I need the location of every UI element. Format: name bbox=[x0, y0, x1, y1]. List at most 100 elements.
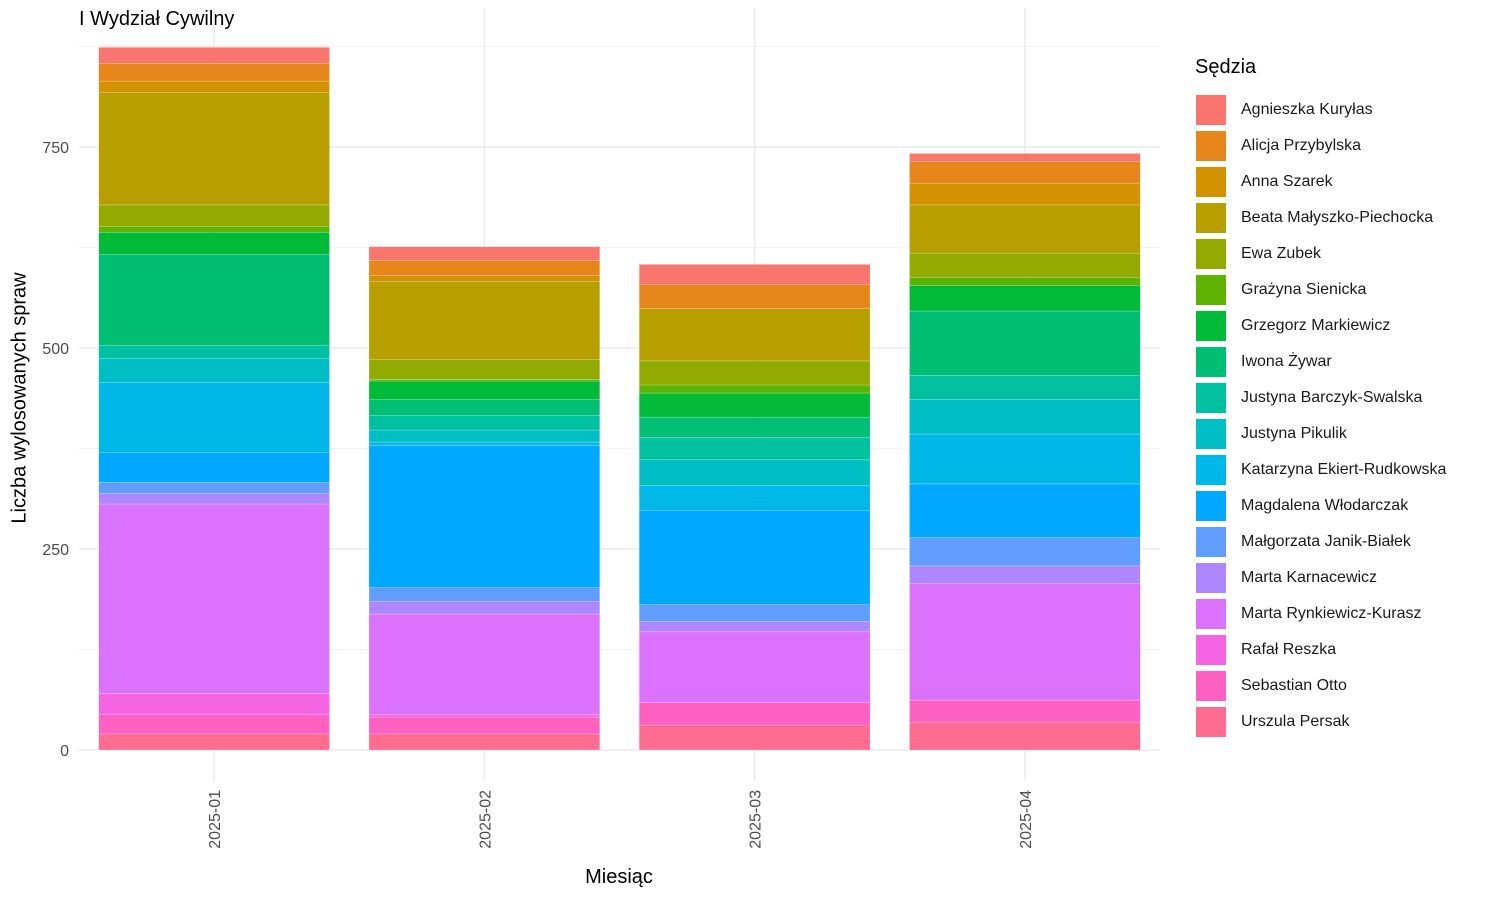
bar-segment bbox=[368, 275, 601, 282]
y-tick-label: 0 bbox=[60, 743, 69, 760]
bar-segment bbox=[98, 92, 330, 206]
legend-item: Iwona Żywar bbox=[1195, 344, 1446, 380]
bar-segment bbox=[909, 284, 1141, 312]
bar-segment bbox=[638, 702, 871, 726]
bar-segment bbox=[368, 280, 601, 360]
x-tick-label: 2025-01 bbox=[207, 790, 224, 849]
legend-label: Urszula Persak bbox=[1241, 713, 1350, 730]
bar-segment bbox=[368, 415, 601, 431]
x-tick-label: 2025-03 bbox=[748, 790, 765, 849]
bar-segment bbox=[98, 254, 330, 346]
legend-swatch bbox=[1195, 346, 1227, 378]
bar-segment bbox=[98, 358, 330, 383]
legend-swatch bbox=[1195, 166, 1227, 198]
legend-swatch bbox=[1195, 94, 1227, 126]
legend-swatch bbox=[1195, 526, 1227, 558]
bar-segment bbox=[638, 360, 871, 386]
y-axis-label: Liczba wylosowanych spraw bbox=[8, 272, 31, 524]
bar-segment bbox=[638, 416, 871, 438]
bar-segment bbox=[98, 693, 330, 715]
y-tick-label: 250 bbox=[42, 542, 69, 559]
bar-segment bbox=[368, 429, 601, 443]
legend-item: Sebastian Otto bbox=[1195, 668, 1446, 704]
bar-segment bbox=[368, 380, 601, 400]
legend-item: Alicja Przybylska bbox=[1195, 128, 1446, 164]
legend-swatch bbox=[1195, 706, 1227, 738]
legend-label: Beata Małyszko-Piechocka bbox=[1241, 209, 1434, 226]
bar-segment bbox=[98, 714, 330, 735]
legend-swatch bbox=[1195, 454, 1227, 486]
bar-segment bbox=[909, 583, 1141, 701]
bar-segment bbox=[638, 631, 871, 703]
bar-segment bbox=[98, 493, 330, 505]
legend-label: Rafał Reszka bbox=[1241, 641, 1337, 658]
bar-segment bbox=[98, 63, 330, 82]
legend-swatch bbox=[1195, 562, 1227, 594]
legend-item: Grzegorz Markiewicz bbox=[1195, 308, 1446, 344]
legend-item: Grażyna Sienicka bbox=[1195, 272, 1446, 308]
bar-segment bbox=[909, 483, 1141, 539]
bar-segment bbox=[368, 399, 601, 416]
legend-item: Magdalena Włodarczak bbox=[1195, 488, 1446, 524]
bar-segment bbox=[909, 252, 1141, 278]
bar-segment bbox=[98, 80, 330, 93]
legend-item: Małgorzata Janik-Białek bbox=[1195, 524, 1446, 560]
legend-label: Grażyna Sienicka bbox=[1241, 281, 1367, 298]
bar-segment bbox=[909, 153, 1141, 162]
bar-segment bbox=[638, 724, 871, 751]
legend-label: Grzegorz Markiewicz bbox=[1241, 317, 1391, 334]
legend-swatch bbox=[1195, 634, 1227, 666]
legend-item: Justyna Pikulik bbox=[1195, 416, 1446, 452]
bar-segment bbox=[909, 276, 1141, 286]
legend-swatch bbox=[1195, 310, 1227, 342]
legend-item: Marta Karnacewicz bbox=[1195, 560, 1446, 596]
legend-item: Ewa Zubek bbox=[1195, 236, 1446, 272]
bar-segment bbox=[638, 621, 871, 633]
bar-segment bbox=[909, 310, 1141, 376]
legend-label: Magdalena Włodarczak bbox=[1241, 497, 1409, 514]
bar-segment bbox=[98, 382, 330, 453]
legend-swatch bbox=[1195, 382, 1227, 414]
bar-segment bbox=[368, 246, 601, 261]
bar-segment bbox=[638, 284, 871, 309]
bar-segment bbox=[98, 204, 330, 227]
legend-swatch bbox=[1195, 598, 1227, 630]
legend-item: Justyna Barczyk-Swalska bbox=[1195, 380, 1446, 416]
bar-segment bbox=[98, 231, 330, 256]
legend-item: Anna Szarek bbox=[1195, 164, 1446, 200]
legend-swatch bbox=[1195, 670, 1227, 702]
legend-item: Beata Małyszko-Piechocka bbox=[1195, 200, 1446, 236]
bar-segment bbox=[368, 444, 601, 588]
bar-segment bbox=[98, 481, 330, 494]
y-tick-label: 750 bbox=[42, 140, 69, 157]
legend-item: Agnieszka Kuryłas bbox=[1195, 92, 1446, 128]
legend-label: Katarzyna Ekiert-Rudkowska bbox=[1241, 461, 1447, 478]
legend-swatch bbox=[1195, 490, 1227, 522]
bar-segment bbox=[638, 510, 871, 605]
bar-segment bbox=[909, 537, 1141, 567]
bar-segment bbox=[98, 503, 330, 695]
legend-item: Marta Rynkiewicz-Kurasz bbox=[1195, 596, 1446, 632]
legend-swatch bbox=[1195, 238, 1227, 270]
bar-segment bbox=[638, 308, 871, 362]
bar-segment bbox=[368, 714, 601, 718]
bar-segment bbox=[638, 459, 871, 486]
bar-segment bbox=[368, 600, 601, 615]
bar-segment bbox=[98, 733, 330, 751]
bar-segment bbox=[368, 587, 601, 602]
bar-segment bbox=[909, 722, 1141, 751]
bar-segment bbox=[98, 47, 330, 64]
legend-label: Iwona Żywar bbox=[1241, 353, 1332, 370]
bar-segment bbox=[98, 452, 330, 483]
legend-label: Justyna Barczyk-Swalska bbox=[1241, 389, 1423, 406]
bar-segment bbox=[638, 384, 871, 394]
bar-segment bbox=[638, 264, 871, 285]
bar-segment bbox=[368, 613, 601, 715]
bar-segment bbox=[368, 260, 601, 276]
bar-segment bbox=[909, 399, 1141, 435]
y-tick-label: 500 bbox=[42, 341, 69, 358]
legend-label: Marta Rynkiewicz-Kurasz bbox=[1241, 605, 1422, 622]
legend-label: Agnieszka Kuryłas bbox=[1241, 101, 1373, 118]
